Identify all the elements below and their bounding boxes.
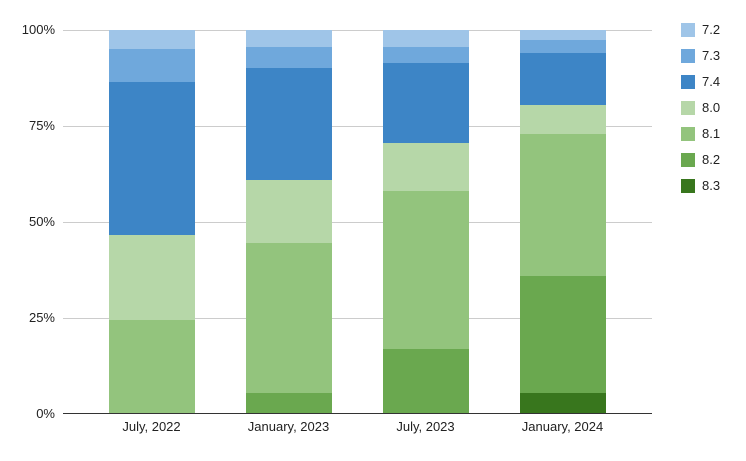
legend-swatch-icon [681,101,695,115]
legend-item-8-0: 8.0 [681,101,720,115]
bar-column-1 [83,30,220,414]
bar-segment-8-3 [519,392,606,414]
legend-swatch-icon [681,179,695,193]
gridline-100 [63,30,652,31]
bar-segment-8-1 [245,243,332,393]
stacked-bar [382,30,469,414]
gridline-75 [63,126,652,127]
legend-swatch-icon [681,75,695,89]
legend-item-7-4: 7.4 [681,75,720,89]
y-tick-label: 100% [21,22,55,37]
bar-segment-7-2 [245,30,332,48]
x-axis-label: July, 2023 [396,419,455,434]
bar-segment-7-2 [382,30,469,48]
gridline-25 [63,318,652,319]
bar-segment-7-4 [382,62,469,144]
stacked-bar [245,30,332,414]
bar-segment-7-4 [245,68,332,180]
bar-column-3 [357,30,494,414]
bar-column-2 [220,30,357,414]
legend-item-8-1: 8.1 [681,127,720,141]
legend-label: 8.3 [702,178,721,193]
bar-segment-8-1 [382,191,469,349]
bar-segment-8-0 [245,179,332,244]
bar-segment-7-4 [108,81,195,236]
bar-segment-8-2 [245,392,332,414]
bar-segment-8-2 [382,348,469,414]
legend-swatch-icon [681,127,695,141]
legend-swatch-icon [681,49,695,63]
bar-segment-8-1 [519,133,606,276]
y-tick-label: 50% [28,214,55,229]
bar-segment-8-1 [108,319,195,414]
bar-segment-7-3 [519,39,606,54]
bar-segment-8-0 [108,235,195,320]
legend-label: 7.3 [702,48,721,63]
y-tick-label: 75% [28,118,55,133]
y-tick-label: 0% [36,406,55,421]
bar-segment-7-3 [108,49,195,82]
x-axis-line [63,413,652,414]
bar-segment-7-2 [108,30,195,50]
bar-segment-8-0 [382,143,469,192]
bar-column-4 [494,30,631,414]
gridline-50 [63,222,652,223]
bar-segment-8-2 [519,275,606,393]
legend-item-7-3: 7.3 [681,49,720,63]
stacked-bar [108,30,195,414]
stacked-bar [519,30,606,414]
legend-label: 7.2 [702,22,721,37]
legend-swatch-icon [681,23,695,37]
legend-label: 7.4 [702,74,721,89]
legend-item-8-3: 8.3 [681,179,720,193]
legend-label: 8.1 [702,126,721,141]
plot-area [63,30,652,414]
bar-segment-7-3 [245,47,332,69]
x-axis-label: January, 2024 [521,419,604,434]
x-axis-label: July, 2022 [122,419,181,434]
legend-item-7-2: 7.2 [681,23,720,37]
legend-label: 8.2 [702,152,721,167]
bars-container [63,30,652,414]
legend-swatch-icon [681,153,695,167]
legend-label: 8.0 [702,100,721,115]
bar-segment-7-3 [382,47,469,63]
bar-segment-8-0 [519,104,606,134]
legend: 7.2 7.3 7.4 8.0 8.1 8.2 8.3 [681,23,720,205]
y-tick-label: 25% [28,310,55,325]
legend-item-8-2: 8.2 [681,153,720,167]
x-axis-label: January, 2023 [247,419,330,434]
x-axis-labels: July, 2022 January, 2023 July, 2023 January… [63,419,652,434]
bar-segment-7-4 [519,53,606,105]
bar-segment-7-2 [519,30,606,40]
